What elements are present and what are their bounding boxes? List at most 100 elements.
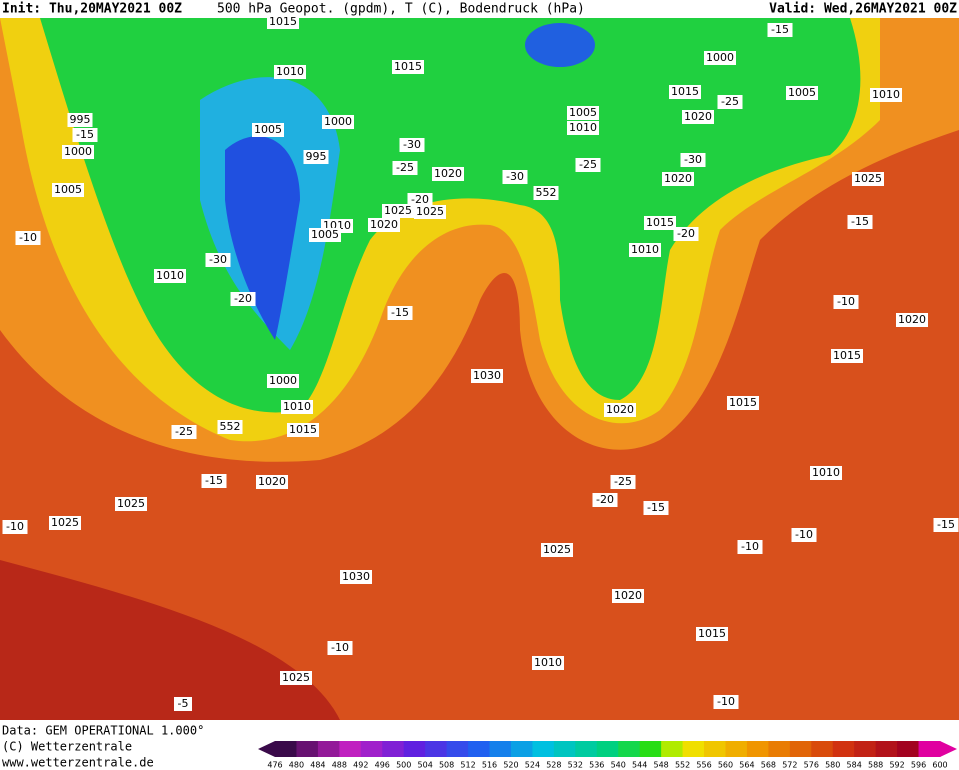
colorbar-cell xyxy=(532,741,555,757)
label-box xyxy=(567,106,599,120)
colorbar-label: 596 xyxy=(911,761,926,770)
colorbar-label: 524 xyxy=(525,761,540,770)
label-box xyxy=(696,627,728,641)
colorbar-label: 552 xyxy=(675,761,690,770)
isoline-label: -5 xyxy=(178,697,189,710)
isoline-label: -10 xyxy=(741,540,759,553)
copyright: (C) Wetterzentrale xyxy=(2,740,132,754)
label-box xyxy=(682,110,714,124)
isoline-label: 1010 xyxy=(156,269,184,282)
colorbar-cell xyxy=(661,741,684,757)
label-box xyxy=(592,493,618,507)
label-box xyxy=(831,349,863,363)
colorbar-label: 528 xyxy=(546,761,561,770)
isoline-label: -15 xyxy=(851,215,869,228)
colorbar-label: 496 xyxy=(375,761,390,770)
isoline-label: 1000 xyxy=(706,51,734,64)
label-box xyxy=(541,543,573,557)
isoline-label: 1025 xyxy=(51,516,79,529)
colorbar-cell xyxy=(403,741,426,757)
colorbar-label: 584 xyxy=(847,761,862,770)
blue-low xyxy=(225,136,300,340)
colorbar-label: 576 xyxy=(804,761,819,770)
isoline-label: -25 xyxy=(614,475,632,488)
isoline-label: -25 xyxy=(579,158,597,171)
label-box xyxy=(67,113,93,127)
label-box xyxy=(662,172,694,186)
colorbar-label: 556 xyxy=(696,761,711,770)
colorbar-label: 516 xyxy=(482,761,497,770)
colorbar-cell xyxy=(811,741,834,757)
label-box xyxy=(230,292,256,306)
label-box xyxy=(115,497,147,511)
label-box xyxy=(281,400,313,414)
label-box xyxy=(870,88,902,102)
isoline-label: -15 xyxy=(76,128,94,141)
label-box xyxy=(154,269,186,283)
colorbar-label: 548 xyxy=(653,761,668,770)
isoline-label: 1025 xyxy=(416,205,444,218)
colorbar-cell xyxy=(596,741,619,757)
isoline-label: -30 xyxy=(684,153,702,166)
isoline-label: 1020 xyxy=(434,167,462,180)
map-title: 500 hPa Geopot. (gpdm), T (C), Bodendruc… xyxy=(217,2,585,17)
label-box xyxy=(407,193,433,207)
label-box xyxy=(612,589,644,603)
colorbar-label: 536 xyxy=(589,761,604,770)
label-box xyxy=(303,150,329,164)
isoline-label: 995 xyxy=(70,113,91,126)
colorbar-cell xyxy=(510,741,533,757)
label-box xyxy=(833,295,859,309)
isoline-label: 1010 xyxy=(283,400,311,413)
colorbar-cell xyxy=(575,741,598,757)
colorbar-label: 488 xyxy=(332,761,347,770)
label-box xyxy=(309,228,341,242)
colorbar-cell xyxy=(918,741,941,757)
label-box xyxy=(669,85,701,99)
colorbar-label: 600 xyxy=(932,761,947,770)
label-box xyxy=(680,153,706,167)
colorbar-cell xyxy=(339,741,362,757)
isoline-label: -15 xyxy=(391,306,409,319)
isoline-label: -25 xyxy=(721,95,739,108)
isoline-label: 1015 xyxy=(698,627,726,640)
label-box xyxy=(382,204,414,218)
label-box xyxy=(267,374,299,388)
data-source: Data: GEM OPERATIONAL 1.000° xyxy=(2,724,204,738)
isoline-label: 1025 xyxy=(384,204,412,217)
label-box xyxy=(201,474,227,488)
label-box xyxy=(399,138,425,152)
label-box xyxy=(704,51,736,65)
label-box xyxy=(610,475,636,489)
label-box xyxy=(786,86,818,100)
isoline-label: 1020 xyxy=(370,218,398,231)
isoline-label: 1010 xyxy=(569,121,597,134)
isoline-label: 1015 xyxy=(289,423,317,436)
colorbar-label: 504 xyxy=(418,761,433,770)
label-box xyxy=(791,528,817,542)
isoline-label: -20 xyxy=(234,292,252,305)
isoline-label: 1015 xyxy=(671,85,699,98)
isoline-label: 1020 xyxy=(606,403,634,416)
colorbar-cell xyxy=(897,741,920,757)
isoline-label: 1010 xyxy=(534,656,562,669)
isoline-label: -30 xyxy=(403,138,421,151)
isoline-label: -30 xyxy=(506,170,524,183)
label-box xyxy=(567,121,599,135)
label-box xyxy=(340,570,372,584)
colorbar-cell xyxy=(296,741,319,757)
label-box xyxy=(414,205,446,219)
colorbar-label: 588 xyxy=(868,761,883,770)
isoline-label: 1015 xyxy=(729,396,757,409)
colorbar-label: 540 xyxy=(611,761,626,770)
label-box xyxy=(62,145,94,159)
colorbar-label: 500 xyxy=(396,761,411,770)
label-box xyxy=(767,23,793,37)
label-box xyxy=(15,231,41,245)
label-box xyxy=(717,95,743,109)
isoline-label: 1010 xyxy=(872,88,900,101)
isoline-label: 1005 xyxy=(311,228,339,241)
colorbar-label: 480 xyxy=(289,761,304,770)
colorbar-arrow-left xyxy=(258,741,275,757)
